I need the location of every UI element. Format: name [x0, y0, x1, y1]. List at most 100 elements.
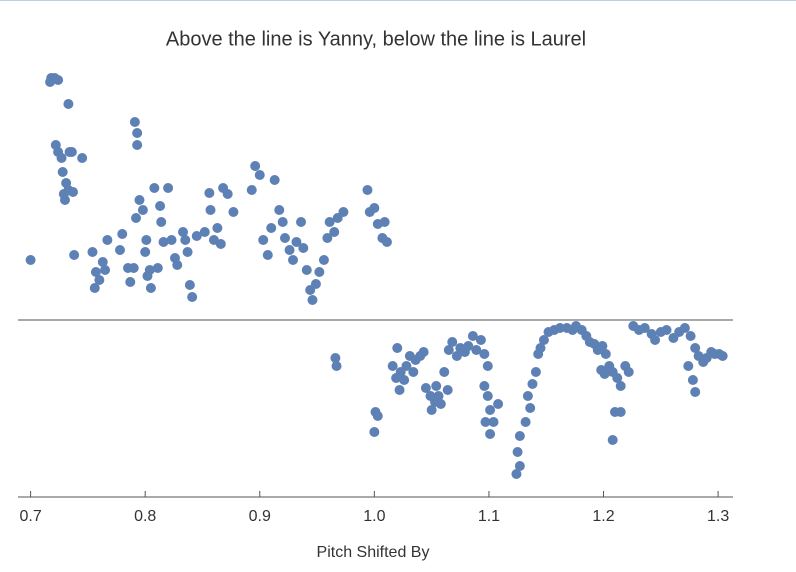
point — [514, 431, 525, 441]
point — [155, 201, 166, 211]
point — [102, 235, 113, 245]
x-tick-label: 0.7 — [19, 508, 41, 525]
point — [520, 417, 531, 427]
point — [128, 263, 139, 273]
point — [131, 213, 142, 223]
point — [45, 77, 56, 87]
point — [512, 447, 523, 457]
point — [369, 427, 380, 437]
point — [431, 381, 442, 391]
point — [310, 279, 321, 289]
point — [318, 255, 329, 265]
point — [298, 243, 309, 253]
point — [97, 257, 108, 267]
point — [530, 367, 541, 377]
point — [399, 375, 410, 385]
point — [58, 189, 69, 199]
point — [63, 99, 74, 109]
point — [683, 361, 694, 371]
point — [132, 128, 143, 138]
point — [132, 140, 143, 150]
point — [535, 343, 546, 353]
point — [690, 387, 701, 397]
point — [475, 335, 486, 345]
point — [77, 153, 88, 163]
point — [480, 417, 491, 427]
point — [191, 231, 202, 241]
point — [527, 379, 538, 389]
point — [90, 267, 101, 277]
x-tick-label: 0.9 — [249, 508, 271, 525]
point — [228, 207, 239, 217]
point — [254, 170, 265, 180]
point — [129, 117, 140, 127]
point — [89, 283, 100, 293]
point — [650, 335, 661, 345]
point — [471, 345, 482, 355]
point — [152, 263, 163, 273]
point — [324, 217, 335, 227]
point — [612, 373, 623, 383]
point — [623, 367, 634, 377]
point — [511, 469, 522, 479]
point — [408, 367, 419, 377]
point — [451, 351, 462, 361]
point — [266, 223, 277, 233]
point — [522, 391, 533, 401]
point — [141, 235, 152, 245]
point — [362, 185, 373, 195]
point — [447, 337, 458, 347]
point — [554, 323, 565, 333]
point — [296, 217, 307, 227]
point — [137, 205, 148, 215]
point — [291, 237, 302, 247]
point — [387, 361, 398, 371]
x-tick-label: 1.3 — [707, 508, 729, 525]
point — [279, 233, 290, 243]
point — [284, 245, 295, 255]
point — [338, 207, 349, 217]
point — [685, 331, 696, 341]
point — [329, 227, 340, 237]
point — [381, 237, 392, 247]
x-tick-label: 1.2 — [592, 508, 614, 525]
point — [369, 203, 380, 213]
point — [288, 255, 298, 265]
point — [25, 255, 36, 265]
point — [250, 161, 261, 171]
point — [184, 280, 195, 290]
point — [145, 283, 156, 293]
point — [66, 147, 77, 157]
point — [615, 407, 626, 417]
point — [94, 275, 105, 285]
point — [57, 167, 68, 177]
point — [163, 183, 174, 193]
point — [615, 381, 626, 391]
point — [182, 247, 193, 257]
point — [435, 399, 446, 409]
point — [258, 235, 269, 245]
point — [330, 353, 341, 363]
point — [53, 75, 64, 85]
point — [443, 345, 454, 355]
point — [117, 229, 128, 239]
point — [442, 385, 453, 395]
point — [307, 295, 318, 305]
point — [600, 349, 611, 359]
point — [199, 227, 210, 237]
point — [401, 361, 412, 371]
point — [322, 233, 333, 243]
point — [463, 341, 474, 351]
point — [69, 250, 80, 260]
point — [439, 367, 450, 377]
point — [149, 183, 160, 193]
point — [493, 399, 504, 409]
point — [639, 323, 650, 333]
point — [392, 343, 403, 353]
point — [525, 403, 536, 413]
point — [690, 343, 701, 353]
point — [178, 227, 188, 237]
point — [87, 247, 98, 257]
point — [140, 247, 151, 257]
